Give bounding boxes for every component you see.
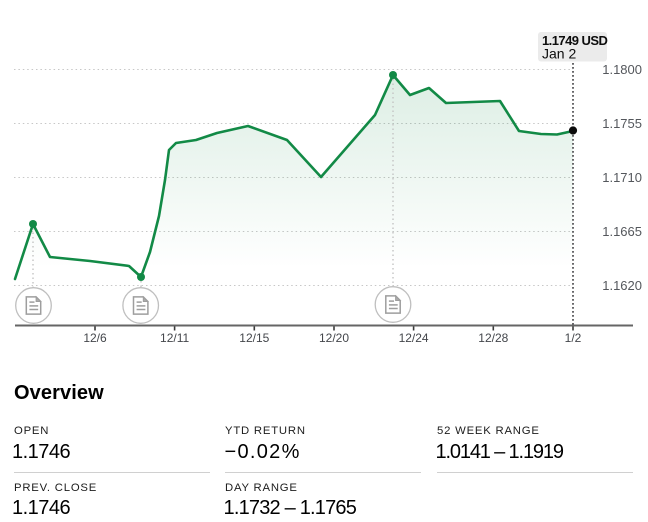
svg-text:1.1620: 1.1620: [602, 278, 642, 293]
svg-text:12/20: 12/20: [319, 331, 349, 345]
svg-text:12/6: 12/6: [83, 331, 107, 345]
svg-text:12/11: 12/11: [160, 331, 189, 345]
svg-text:12/15: 12/15: [239, 331, 269, 345]
svg-text:1/2: 1/2: [565, 331, 582, 345]
svg-text:1.1710: 1.1710: [602, 170, 642, 185]
svg-text:Jan 2: Jan 2: [542, 46, 576, 62]
svg-text:1.1665: 1.1665: [602, 224, 642, 239]
svg-text:1.1800: 1.1800: [602, 62, 642, 77]
svg-text:12/28: 12/28: [478, 331, 508, 345]
svg-text:12/24: 12/24: [399, 331, 429, 345]
svg-text:1.1755: 1.1755: [602, 116, 642, 131]
svg-text:1.1749 USD: 1.1749 USD: [542, 33, 607, 48]
